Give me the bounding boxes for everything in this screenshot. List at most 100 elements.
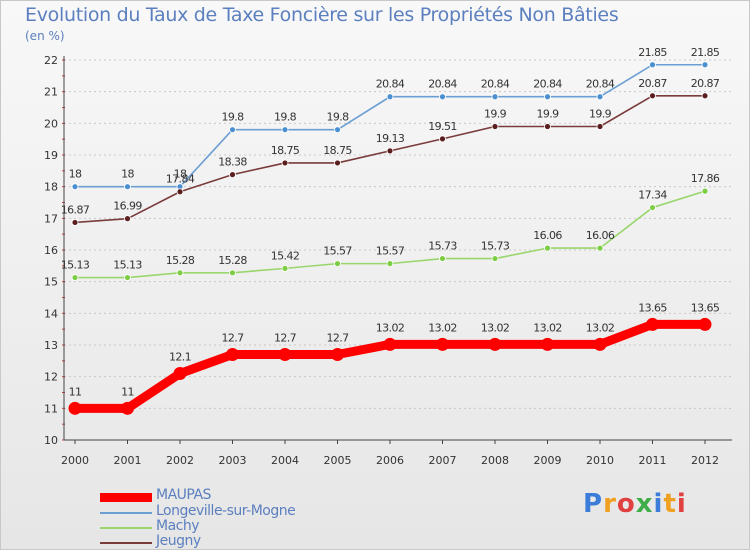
data-point — [491, 123, 499, 130]
data-point — [68, 401, 82, 415]
data-label: 13.02 — [428, 321, 457, 334]
legend-label: Jeugny — [156, 533, 201, 549]
data-label: 18.38 — [218, 156, 247, 169]
data-point — [383, 337, 397, 351]
data-point — [593, 337, 607, 351]
data-label: 19.8 — [326, 111, 349, 124]
x-tick-label: 2004 — [271, 454, 299, 467]
data-label: 13.02 — [533, 321, 562, 334]
y-tick-label: 21 — [44, 86, 58, 99]
data-point — [701, 92, 709, 100]
data-label: 19.8 — [221, 111, 244, 124]
data-point — [596, 123, 604, 130]
data-label: 20.84 — [533, 78, 562, 91]
data-point — [176, 269, 184, 277]
y-tick-label: 13 — [44, 339, 58, 352]
data-point — [701, 61, 709, 69]
y-tick-label: 15 — [44, 276, 58, 289]
x-tick-label: 2003 — [219, 454, 247, 467]
legend-label: MAUPAS — [156, 487, 211, 503]
data-label: 15.57 — [323, 245, 352, 258]
data-label: 18 — [174, 168, 187, 181]
data-point — [124, 274, 131, 281]
data-point — [544, 244, 551, 252]
data-label: 16.87 — [61, 203, 90, 216]
chart-title: Evolution du Taux de Taxe Foncière sur l… — [25, 4, 619, 26]
data-point — [488, 337, 502, 351]
data-label: 19.9 — [536, 108, 559, 121]
legend-swatch — [100, 492, 152, 502]
data-label: 12.7 — [221, 332, 244, 345]
logo-letter: P — [583, 489, 604, 519]
y-tick-label: 10 — [44, 434, 58, 447]
data-point — [596, 93, 604, 101]
data-label: 15.28 — [218, 254, 247, 267]
data-label: 12.7 — [274, 332, 297, 345]
data-point — [544, 123, 551, 130]
legend-swatch — [100, 542, 152, 544]
data-point — [331, 348, 344, 361]
data-label: 11 — [69, 385, 82, 398]
data-point — [281, 159, 289, 167]
y-tick-label: 12 — [44, 371, 58, 384]
data-point — [229, 171, 236, 179]
data-point — [334, 260, 341, 268]
data-label: 17.34 — [638, 189, 667, 202]
data-label: 15.28 — [166, 254, 195, 267]
x-tick-label: 2008 — [481, 454, 509, 467]
data-label: 15.57 — [376, 245, 405, 258]
data-point — [541, 337, 554, 351]
x-tick-label: 2007 — [429, 454, 457, 467]
data-label: 16.99 — [113, 200, 142, 213]
logo-letter: o — [616, 489, 636, 519]
data-point — [386, 147, 394, 155]
data-point — [229, 126, 236, 134]
data-label: 15.13 — [61, 259, 90, 272]
data-label: 21.85 — [638, 46, 667, 59]
proxiti-logo: Proxiti — [583, 489, 687, 519]
data-label: 13.65 — [638, 301, 667, 314]
x-tick-label: 2001 — [114, 454, 142, 467]
x-tick-label: 2012 — [691, 454, 719, 467]
data-label: 13.02 — [481, 321, 510, 334]
data-label: 20.84 — [428, 78, 457, 91]
data-point — [334, 126, 341, 134]
data-point — [281, 264, 289, 272]
data-point — [596, 244, 604, 252]
data-label: 18.75 — [271, 144, 300, 157]
data-point — [386, 260, 394, 268]
logo-letter: t — [663, 489, 677, 519]
y-tick-label: 11 — [44, 402, 58, 415]
data-point — [439, 93, 446, 101]
data-point — [334, 159, 341, 167]
data-point — [386, 93, 394, 101]
data-point — [701, 187, 709, 195]
data-point — [121, 401, 134, 415]
data-point — [124, 215, 131, 223]
data-label: 15.42 — [271, 249, 300, 262]
data-label: 19.13 — [376, 132, 405, 145]
data-label: 15.73 — [481, 240, 510, 253]
x-tick-label: 2009 — [534, 454, 562, 467]
data-point — [544, 93, 551, 101]
data-point — [439, 135, 446, 143]
x-tick-label: 2005 — [324, 454, 352, 467]
data-label: 19.8 — [274, 111, 297, 124]
data-point — [698, 317, 712, 331]
x-tick-label: 2010 — [586, 454, 614, 467]
data-label: 17.84 — [166, 173, 195, 186]
data-point — [71, 274, 79, 281]
data-point — [649, 204, 656, 211]
x-tick-label: 2002 — [166, 454, 194, 467]
y-tick-label: 20 — [44, 117, 58, 130]
data-point — [281, 126, 289, 134]
data-label: 16.06 — [586, 229, 615, 242]
legend-swatch — [100, 527, 152, 529]
data-label: 21.85 — [691, 46, 720, 59]
data-label: 19.51 — [428, 120, 457, 133]
series-line-maupas — [75, 319, 705, 413]
y-tick-label: 17 — [44, 212, 58, 225]
legend-swatch — [100, 512, 152, 514]
data-label: 17.86 — [691, 172, 720, 185]
data-label: 18.75 — [323, 144, 352, 157]
